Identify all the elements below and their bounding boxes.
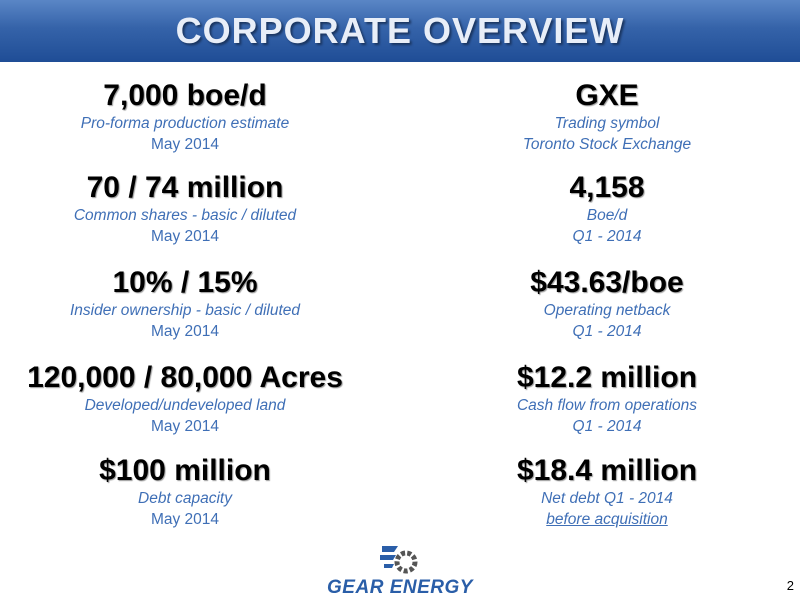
stat-caption: Net debt Q1 - 2014	[541, 490, 673, 507]
stat-caption: Insider ownership - basic / diluted	[69, 302, 301, 319]
stat-caption: May 2014	[150, 323, 220, 340]
stat-caption: May 2014	[150, 136, 220, 153]
stat-caption: May 2014	[150, 511, 220, 528]
stat-caption: Q1 - 2014	[572, 323, 642, 340]
stat-caption: May 2014	[150, 228, 220, 245]
slide-title: CORPORATE OVERVIEW	[175, 10, 625, 51]
stat-block: 70 / 74 million Common shares - basic / d…	[0, 171, 385, 247]
stat-value: $43.63/boe	[530, 266, 684, 299]
logo-icon	[380, 546, 418, 574]
stat-caption: Boe/d	[586, 207, 628, 224]
stat-caption: Trading symbol	[554, 115, 660, 132]
stat-block: $100 million Debt capacity May 2014	[0, 454, 385, 530]
stat-caption: May 2014	[150, 418, 220, 435]
stat-value: 4,158	[569, 171, 645, 204]
stat-value: GXE	[575, 79, 639, 112]
stat-caption: Common shares - basic / diluted	[73, 207, 297, 224]
stat-value: $100 million	[99, 454, 271, 487]
logo-text: GEAR ENERGY	[327, 577, 473, 598]
stat-caption: Debt capacity	[138, 490, 232, 507]
stat-block: $18.4 million Net debt Q1 - 2014 before ac…	[407, 454, 800, 530]
stat-block: $12.2 million Cash flow from operations Q1…	[407, 361, 800, 437]
stat-caption: Operating netback	[543, 302, 671, 319]
stat-caption: Q1 - 2014	[572, 418, 642, 435]
stat-block: 120,000 / 80,000 Acres Developed/undevelo…	[0, 361, 385, 437]
stat-value: 7,000 boe/d	[103, 79, 267, 112]
stat-caption: Pro-forma production estimate	[80, 115, 290, 132]
stat-block: 10% / 15% Insider ownership - basic / dil…	[0, 266, 385, 342]
stat-caption: Developed/undeveloped land	[84, 397, 286, 414]
stat-block: 7,000 boe/d Pro-forma production estimate…	[0, 79, 385, 155]
stat-block: 4,158 Boe/d Q1 - 2014	[407, 171, 800, 247]
stat-caption: before acquisition	[546, 511, 668, 528]
page-number: 2	[786, 578, 794, 593]
stat-caption: Toronto Stock Exchange	[522, 136, 692, 153]
stat-block: GXE Trading symbol Toronto Stock Exchange	[407, 79, 800, 155]
stat-value: $12.2 million	[516, 361, 698, 394]
stat-value: 10% / 15%	[112, 266, 258, 299]
stat-value: 120,000 / 80,000 Acres	[27, 361, 343, 394]
header-bar	[0, 0, 800, 62]
stat-caption: Q1 - 2014	[572, 228, 642, 245]
stat-caption: Cash flow from operations	[516, 397, 698, 414]
stat-value: $18.4 million	[516, 454, 698, 487]
stat-value: 70 / 74 million	[86, 171, 284, 204]
stat-block: $43.63/boe Operating netback Q1 - 2014	[407, 266, 800, 342]
